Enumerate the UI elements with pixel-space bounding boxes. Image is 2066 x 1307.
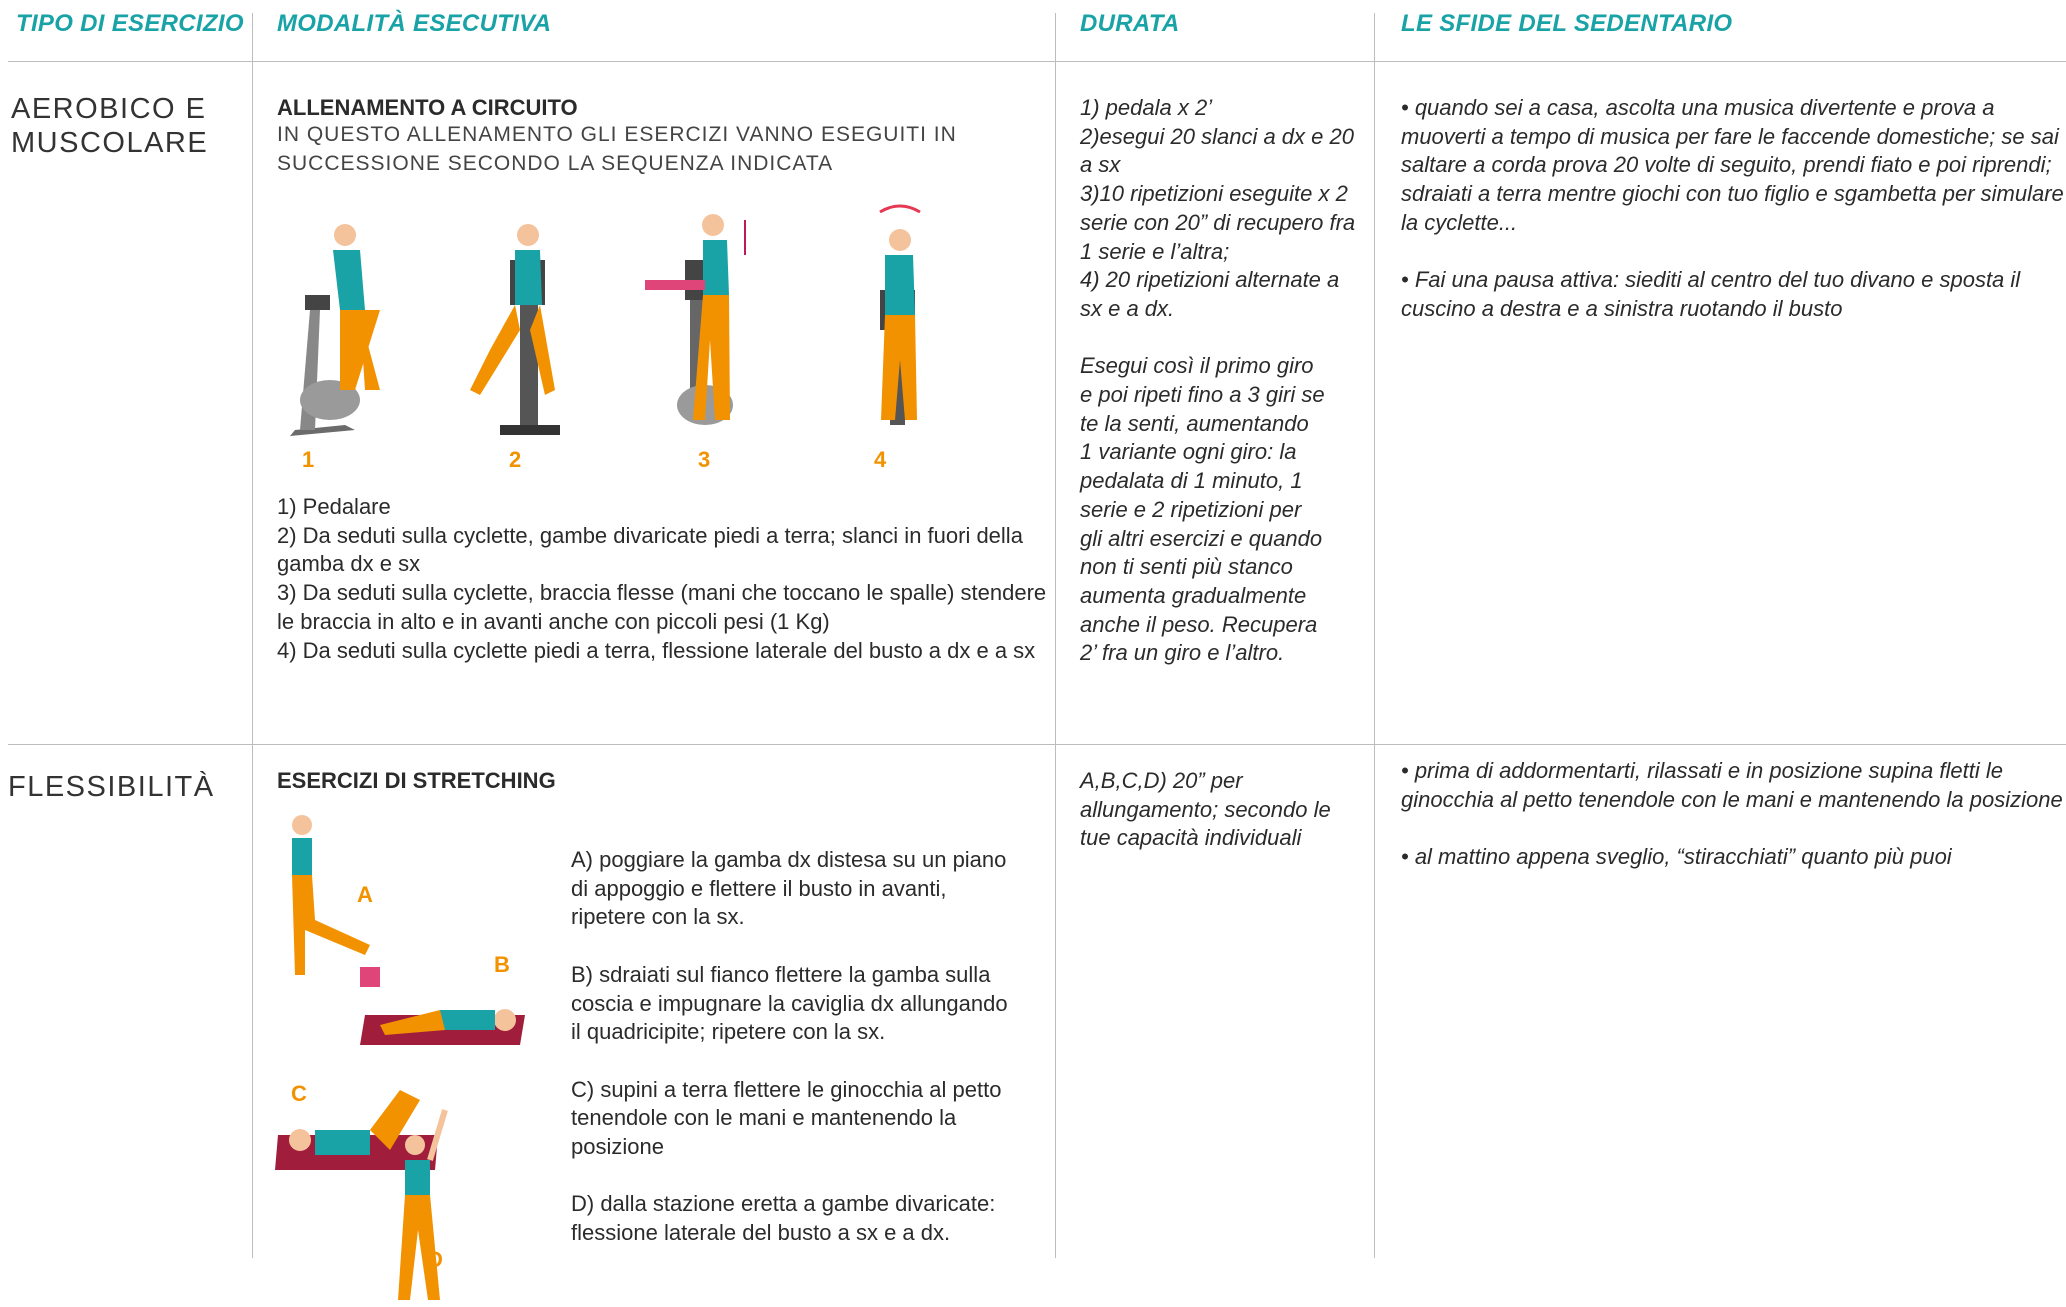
divider	[1374, 13, 1375, 1258]
col-header: LE SFIDE DEL SEDENTARIO	[1401, 10, 1733, 37]
instructions: 1) Pedalare 2) Da seduti sulla cyclette,…	[277, 493, 1047, 665]
instruction: 2) Da seduti sulla cyclette, gambe divar…	[277, 522, 1023, 577]
challenge: • al mattino appena sveglio, “stiracchia…	[1401, 844, 1952, 870]
section-title: ESERCIZI DI STRETCHING	[277, 768, 556, 793]
bike-illustrations	[290, 204, 921, 436]
figure	[398, 1109, 448, 1300]
col-header: DURATA	[1080, 10, 1180, 37]
instruction: 3) Da seduti sulla cyclette, braccia fle…	[277, 580, 1047, 634]
figure-label: 4	[874, 447, 887, 472]
instruction: D) dalla stazione eretta a gambe divaric…	[571, 1191, 996, 1246]
duration-line: 4) 20 ripetizioni alternate a sx e a dx.	[1080, 267, 1340, 321]
section-title: ALLENAMENTO A CIRCUITO	[277, 95, 578, 120]
figure	[292, 815, 380, 987]
exercise-type: FLESSIBILITÀ	[8, 771, 215, 803]
challenge: • Fai una pausa attiva: siediti al centr…	[1401, 267, 2021, 321]
stretching-illustrations	[275, 815, 525, 1300]
col-header: MODALITÀ ESECUTIVA	[277, 10, 552, 37]
divider	[8, 61, 2066, 62]
challenge: • prima di addormentarti, rilassati e in…	[1401, 758, 2063, 812]
duration-line: Esegui così il primo giro e poi ripeti f…	[1080, 353, 1325, 666]
instruction: C) supini a terra flettere le ginocchia …	[571, 1076, 1002, 1159]
figure-label: 3	[698, 447, 711, 472]
figure	[290, 224, 380, 436]
figure	[879, 204, 921, 425]
figure	[360, 1009, 525, 1045]
figure	[645, 214, 746, 425]
duration: A,B,C,D) 20” per allungamento; secondo l…	[1080, 767, 1350, 853]
figure-label: C	[291, 1081, 307, 1106]
exercise-type: AEROBICO E MUSCOLARE	[11, 93, 209, 159]
instruction: B) sdraiati sul fianco flettere la gamba…	[571, 961, 1008, 1045]
instruction: 4) Da seduti sulla cyclette piedi a terr…	[277, 637, 1036, 663]
duration-line: 3)10 ripetizioni eseguite x 2 serie con …	[1080, 181, 1356, 264]
challenges: • prima di addormentarti, rilassati e in…	[1401, 757, 2066, 872]
duration-line: 2)esegui 20 slanci a dx e 20 a sx	[1080, 123, 1354, 178]
duration: 1) pedala x 2’ 2)esegui 20 slanci a dx e…	[1080, 94, 1360, 668]
duration-line: 1) pedala x 2’	[1080, 95, 1213, 120]
instruction: A) poggiare la gamba dx distesa su un pi…	[571, 847, 1007, 930]
divider	[8, 744, 2066, 745]
section-subtitle: IN QUESTO ALLENAMENTO GLI ESERCIZI VANNO…	[277, 123, 957, 175]
figure-label: B	[494, 952, 510, 977]
figure-label: 2	[509, 447, 522, 472]
figure-label: D	[427, 1247, 443, 1272]
instruction: 1) Pedalare	[277, 494, 391, 519]
figure-label: 1	[302, 447, 315, 472]
challenges: • quando sei a casa, ascolta una musica …	[1401, 94, 2066, 324]
instructions: A) poggiare la gamba dx distesa su un pi…	[571, 846, 1016, 1248]
divider	[252, 13, 253, 1258]
figure	[470, 224, 560, 435]
figure-label: A	[357, 882, 373, 907]
divider	[1055, 13, 1056, 1258]
duration-line: A,B,C,D) 20” per allungamento; secondo l…	[1080, 768, 1331, 851]
challenge: • quando sei a casa, ascolta una musica …	[1401, 95, 2064, 235]
figure	[275, 1090, 438, 1170]
col-header: TIPO DI ESERCIZIO	[16, 10, 244, 37]
